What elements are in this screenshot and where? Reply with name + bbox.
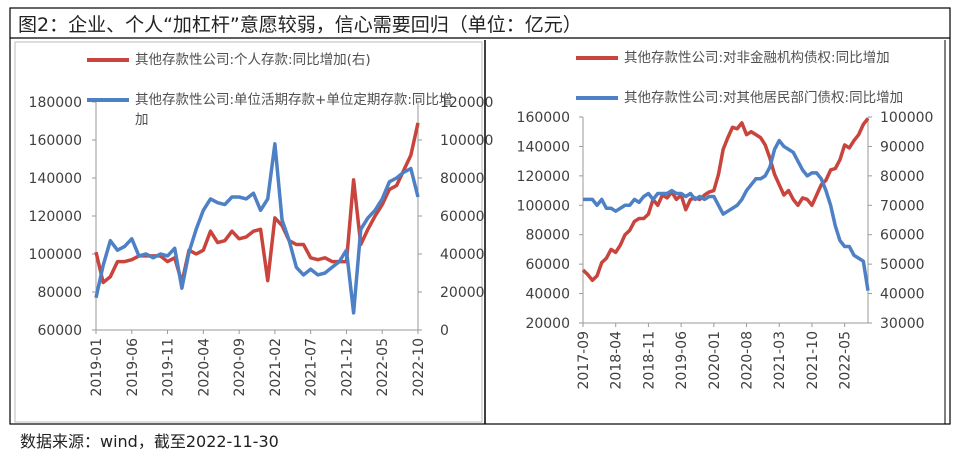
y2-tick-label: 80000 [440,171,485,187]
x-tick-label: 2018-04 [609,331,625,390]
y-tick-label: 120000 [517,169,570,185]
x-tick-label: 2019-06 [674,331,690,390]
x-tick-label: 2020-08 [740,331,756,390]
y-tick-label: 120000 [29,209,82,225]
legend-label: 其他存款性公司:对非金融机构债权:同比增加 [624,50,890,66]
x-tick-label: 2020-04 [196,338,212,397]
left-panel [14,41,483,423]
x-tick-label: 2021-10 [805,331,821,390]
x-tick-label: 2018-11 [641,331,657,390]
y2-tick-label: 30000 [880,316,925,332]
y-tick-label: 40000 [525,287,570,303]
y2-tick-label: 100000 [440,133,493,149]
y2-tick-label: 90000 [880,139,925,155]
series-line [94,142,420,315]
y2-tick-label: 0 [440,323,449,339]
x-tick-label: 2022-10 [411,338,427,397]
x-tick-label: 2022-05 [375,338,391,397]
y2-tick-label: 80000 [880,169,925,185]
y-tick-label: 100000 [517,198,570,214]
x-tick-label: 2021-03 [772,331,788,390]
x-tick-label: 2017-09 [576,331,592,390]
x-tick-label: 2019-01 [89,338,105,397]
x-tick-label: 2021-12 [339,338,355,397]
y2-tick-label: 50000 [880,257,925,273]
legend-label: 其他存款性公司:对其他居民部门债权:同比增加 [624,90,904,106]
y-tick-label: 80000 [525,228,570,244]
x-tick-label: 2019-06 [125,338,141,397]
y-tick-label: 140000 [29,171,82,187]
y2-tick-label: 40000 [440,247,485,263]
y-tick-label: 140000 [517,139,570,155]
x-tick-label: 2021-07 [304,338,320,397]
legend-label: 其他存款性公司:单位活期存款+单位定期存款:同比增加 [135,92,453,128]
y2-tick-label: 20000 [440,285,485,301]
y2-tick-label: 70000 [880,198,925,214]
y-tick-label: 20000 [525,316,570,332]
y-tick-label: 60000 [37,323,82,339]
y2-tick-label: 120000 [440,95,493,111]
source-note: 数据来源：wind，截至2022-11-30 [20,432,279,451]
y-tick-label: 160000 [29,133,82,149]
x-tick-label: 2022-05 [838,331,854,390]
series-line [581,117,870,283]
x-tick-label: 2020-01 [707,331,723,390]
y-tick-label: 60000 [525,257,570,273]
outer-frame [9,7,951,425]
x-tick-label: 2021-02 [268,338,284,397]
y-tick-label: 100000 [29,247,82,263]
series-line [583,138,870,291]
y-tick-label: 160000 [517,110,570,126]
legend-label: 其他存款性公司:个人存款:同比增加(右) [135,52,371,68]
y-tick-label: 180000 [29,95,82,111]
y2-tick-label: 60000 [880,228,925,244]
y2-tick-label: 100000 [880,110,933,126]
x-tick-label: 2020-09 [232,338,248,397]
y2-tick-label: 60000 [440,209,485,225]
y2-tick-label: 40000 [880,287,925,303]
x-tick-label: 2019-11 [161,338,177,397]
y-tick-label: 80000 [37,285,82,301]
page-title: 图2：企业、个人“加杠杆”意愿较弱，信心需要回归（单位：亿元） [18,14,582,36]
